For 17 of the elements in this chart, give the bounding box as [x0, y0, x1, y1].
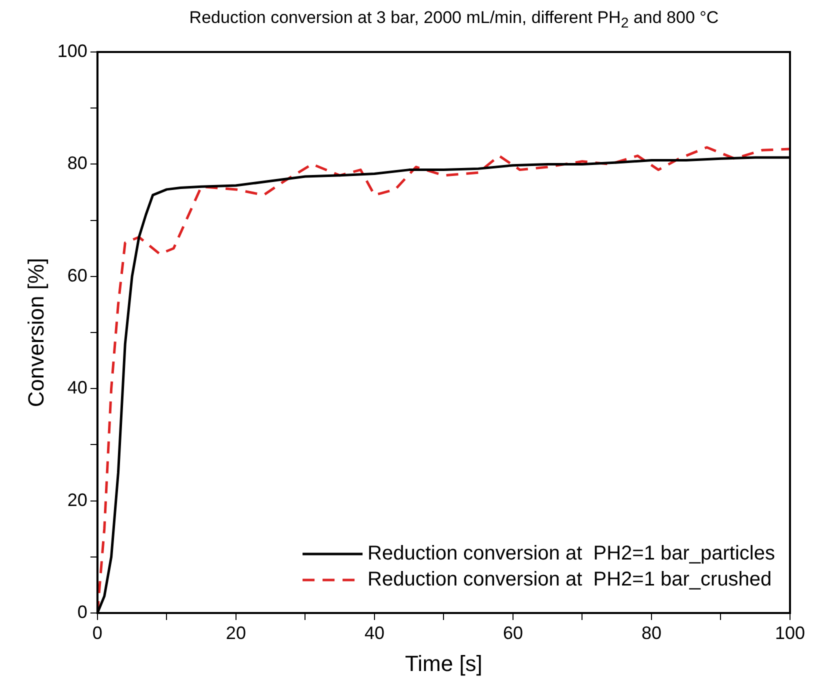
x-tick-label: 60 [502, 622, 523, 643]
y-tick-label: 20 [67, 490, 88, 510]
y-tick-label: 40 [67, 378, 88, 398]
x-tick-label: 0 [92, 622, 102, 643]
x-tick-label: 80 [641, 622, 662, 643]
chart-title: Reduction conversion at 3 bar, 2000 mL/min, different PH$_{2}$ and 800 °C [188, 7, 720, 32]
x-tick-label: 40 [364, 622, 384, 643]
y-tick-label: 80 [67, 153, 88, 174]
y-tick-label: 0 [77, 602, 88, 622]
legend-label: Reduction conversion at PH2=1 bar_particles [368, 542, 775, 565]
x-tick-label: 100 [774, 622, 806, 643]
legend-label: Reduction conversion at PH2=1 bar_crushed [368, 568, 772, 591]
y-tick-label: 60 [67, 265, 88, 286]
x-tick-label: 20 [226, 622, 246, 643]
y-tick-label: 100 [57, 40, 88, 61]
y-axis-title: Conversion [%] [23, 258, 48, 408]
x-axis-title: Time [s] [405, 650, 482, 676]
